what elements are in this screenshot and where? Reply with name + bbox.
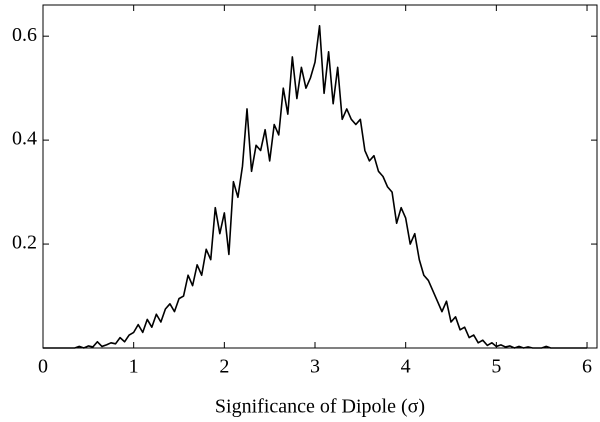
y-tick-label: 0.4 [12, 128, 37, 150]
y-tick-label: 0.2 [12, 232, 37, 254]
x-tick-label: 5 [491, 356, 501, 378]
x-tick-label: 2 [219, 356, 229, 378]
x-tick-label: 1 [129, 356, 139, 378]
y-tick-label: 0.6 [12, 24, 37, 46]
x-axis-label: Significance of Dipole (σ) [215, 396, 425, 418]
plot-frame [42, 4, 598, 349]
data-line [43, 24, 588, 349]
x-tick-label: 6 [582, 356, 592, 378]
x-tick-label: 3 [310, 356, 320, 378]
x-tick-label: 4 [401, 356, 411, 378]
x-tick-label: 0 [38, 356, 48, 378]
